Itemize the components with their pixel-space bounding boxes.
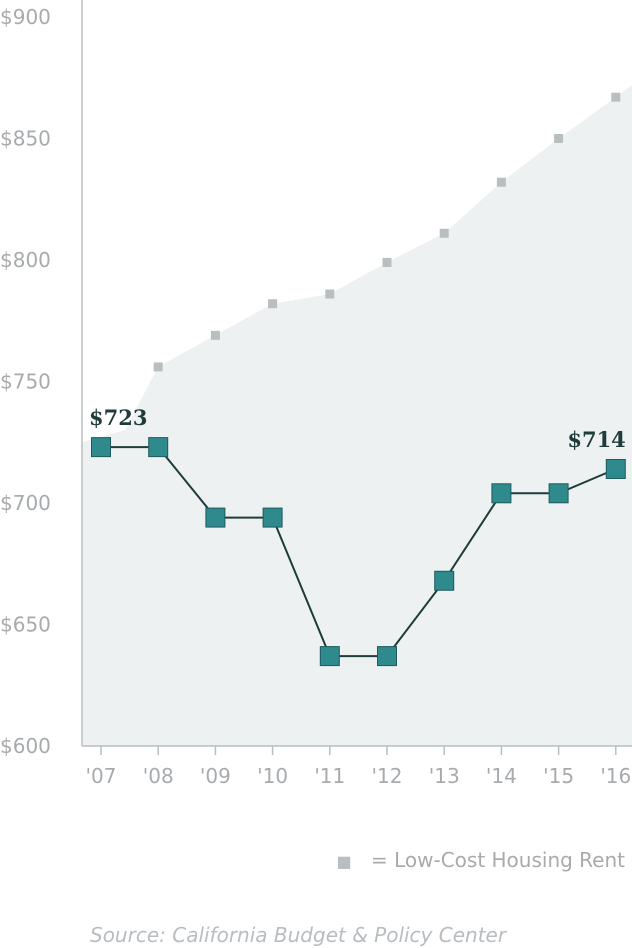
- x-tick-label: '15: [543, 764, 574, 788]
- axis-layer: $600 $650 $700 $750 $800 $850 $900 '07 '08 '09 '10…: [0, 0, 632, 788]
- low-cost-point: [439, 228, 449, 238]
- legend-symbol: ■: [336, 852, 351, 871]
- low-cost-point: [611, 92, 621, 102]
- rent-point: [148, 437, 169, 458]
- line-layer: [91, 437, 626, 667]
- rent-point: [319, 646, 340, 667]
- rent-point: [434, 570, 455, 591]
- x-tick-label: '08: [143, 764, 174, 788]
- x-tick-label: '14: [486, 764, 517, 788]
- x-tick-label: '13: [429, 764, 460, 788]
- y-tick-label: $800: [0, 248, 51, 272]
- x-tick-label: '11: [314, 764, 345, 788]
- y-tick-label: $850: [0, 127, 51, 151]
- low-cost-point: [382, 257, 392, 267]
- y-tick-label: $650: [0, 613, 51, 637]
- low-cost-point: [325, 289, 335, 299]
- x-tick-label: '12: [372, 764, 403, 788]
- data-label: $723: [89, 405, 147, 430]
- marker-layer: [153, 92, 621, 372]
- rent-point: [262, 507, 283, 528]
- low-cost-area: [82, 85, 632, 746]
- y-tick-label: $700: [0, 491, 51, 515]
- rent-line: [101, 446, 617, 658]
- rent-point: [491, 483, 512, 504]
- label-layer: $723 $714: [89, 405, 626, 452]
- low-cost-point: [496, 177, 506, 187]
- legend: ■ = Low-Cost Housing Rent: [336, 848, 625, 872]
- rent-point: [377, 646, 397, 667]
- source-note: Source: California Budget & Policy Cente…: [90, 923, 508, 947]
- y-tick-label: $600: [0, 734, 51, 758]
- rent-point: [605, 458, 626, 479]
- area-layer: [82, 85, 632, 746]
- y-tick-label: $900: [0, 5, 51, 29]
- x-tick-label: '10: [257, 764, 288, 788]
- legend-label: = Low-Cost Housing Rent: [371, 848, 625, 872]
- data-label: $714: [567, 427, 625, 452]
- low-cost-point: [554, 134, 564, 143]
- y-tick-label: $750: [0, 370, 51, 394]
- rent-point: [548, 483, 569, 504]
- x-tick-label: '07: [86, 764, 117, 788]
- low-cost-point: [268, 299, 278, 309]
- x-tick-label: '09: [200, 764, 231, 788]
- low-cost-point: [153, 362, 163, 372]
- x-tick-label: '16: [600, 764, 631, 788]
- rent-point: [205, 507, 226, 528]
- low-cost-point: [210, 330, 220, 340]
- rent-point: [91, 437, 111, 458]
